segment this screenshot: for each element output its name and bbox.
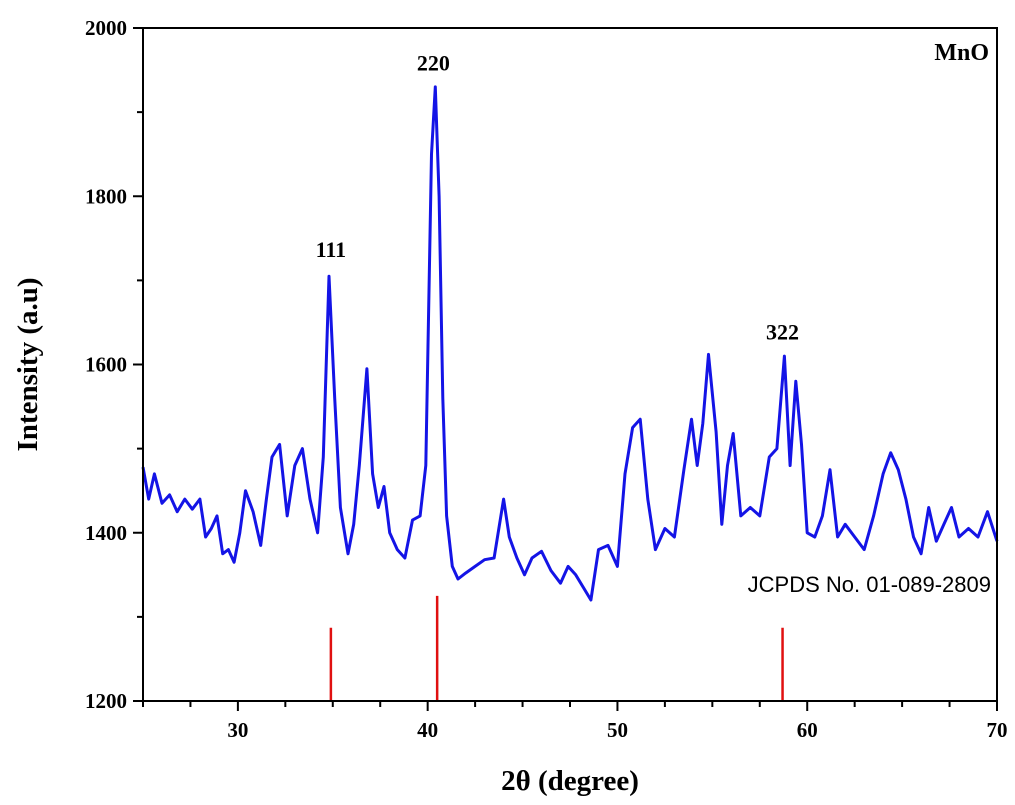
x-axis-ticks: 30 40 50 60 70 — [142, 701, 1008, 742]
reference-label: JCPDS No. 01-089-2809 — [748, 572, 991, 597]
series-line-mno — [141, 85, 999, 602]
y-tick-label: 1600 — [85, 353, 127, 377]
y-axis-ticks: 1200 1400 1600 1800 2000 — [85, 16, 143, 713]
x-tick-label: 70 — [987, 718, 1008, 742]
y-tick-label: 1400 — [85, 521, 127, 545]
peak-annotations: 111 220 322 — [316, 50, 799, 344]
peak-label: 220 — [417, 50, 450, 75]
x-tick-label: 60 — [797, 718, 818, 742]
x-tick-label: 30 — [227, 718, 248, 742]
reference-lines — [329, 595, 784, 701]
sample-label: MnO — [934, 40, 989, 66]
y-tick-label: 1200 — [85, 689, 127, 713]
x-tick-label: 40 — [417, 718, 438, 742]
y-tick-label: 2000 — [85, 16, 127, 40]
x-axis-title: 2θ (degree) — [501, 765, 639, 797]
y-tick-label: 1800 — [85, 184, 127, 208]
peak-label: 322 — [766, 320, 799, 345]
peak-label: 111 — [316, 237, 347, 262]
series-layer — [141, 85, 999, 602]
plot-frame — [142, 27, 998, 702]
x-tick-label: 50 — [607, 718, 628, 742]
y-axis-title: Intensity (a.u) — [12, 277, 44, 451]
